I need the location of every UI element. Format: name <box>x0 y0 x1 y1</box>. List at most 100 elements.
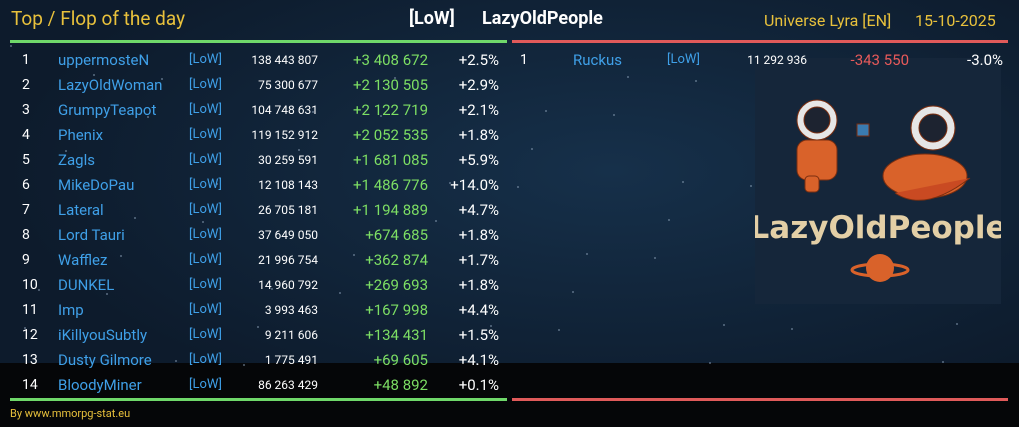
star <box>435 220 437 222</box>
top-change: +269 693 <box>365 276 428 294</box>
star <box>216 183 218 185</box>
star <box>380 115 382 117</box>
star <box>942 361 944 363</box>
top-points: 12 108 143 <box>258 178 318 192</box>
star <box>668 219 670 221</box>
star <box>791 328 793 330</box>
top-percent: +1.8% <box>458 126 499 144</box>
top-rank: 14 <box>22 377 38 393</box>
top-tag: [LoW] <box>189 52 222 67</box>
header-tag: [LoW] <box>409 8 455 29</box>
top-tag: [LoW] <box>189 177 222 192</box>
top-change: +1 194 889 <box>353 201 428 219</box>
top-rank: 4 <box>22 127 30 143</box>
header-alliance: LazyOldPeople <box>482 8 603 29</box>
top-points: 138 443 807 <box>251 53 318 67</box>
astronauts <box>796 99 971 201</box>
top-tag: [LoW] <box>189 152 222 167</box>
top-points: 1 775 491 <box>264 353 318 367</box>
star <box>161 78 163 80</box>
star <box>38 289 40 291</box>
top-points: 37 649 050 <box>258 228 318 242</box>
top-name: uppermosteN <box>58 51 150 69</box>
star <box>106 293 108 295</box>
top-name: MikeDoPau <box>58 176 135 194</box>
top-percent: +0.1% <box>458 376 499 394</box>
top-name: Phenix <box>58 126 104 144</box>
planet <box>866 254 894 282</box>
date: 15-10-2025 <box>915 11 996 30</box>
star <box>750 185 752 187</box>
star <box>93 74 95 76</box>
top-change: +2 130 505 <box>353 76 428 94</box>
top-points: 30 259 591 <box>258 153 318 167</box>
top-tag: [LoW] <box>189 252 222 267</box>
top-rank: 5 <box>22 152 30 168</box>
star <box>79 112 81 114</box>
top-percent: +4.1% <box>458 351 499 369</box>
top-name: Zagls <box>58 151 95 169</box>
top-change: +69 605 <box>373 351 428 369</box>
top-name: GrumpyTeapot <box>58 101 157 119</box>
star <box>353 254 355 256</box>
top-rank: 3 <box>22 102 30 118</box>
star <box>257 326 259 328</box>
top-tag: [LoW] <box>189 302 222 317</box>
top-points: 75 300 677 <box>258 78 318 92</box>
top-name: Wafflez <box>58 251 108 269</box>
top-name: Lateral <box>58 201 104 219</box>
star <box>654 257 656 259</box>
top-percent: +1.8% <box>458 276 499 294</box>
star <box>24 327 26 329</box>
star <box>709 362 711 364</box>
top-rank: 2 <box>22 77 30 93</box>
top-rank: 11 <box>22 302 38 318</box>
top-rank: 1 <box>22 52 30 68</box>
top-tag: [LoW] <box>189 352 222 367</box>
star <box>65 150 67 152</box>
top-percent: +14.0% <box>450 176 499 194</box>
star <box>175 360 177 362</box>
star <box>134 217 136 219</box>
star <box>271 288 273 290</box>
top-tag: [LoW] <box>189 202 222 217</box>
flop-name: Ruckus <box>573 51 622 69</box>
top-rank: 6 <box>22 177 30 193</box>
top-percent: +2.9% <box>458 76 499 94</box>
top-points: 119 152 912 <box>251 128 318 142</box>
star <box>408 359 410 361</box>
star <box>312 111 314 113</box>
top-change: +3 408 672 <box>353 51 428 69</box>
top-percent: +1.5% <box>458 326 499 344</box>
top-percent: +4.7% <box>458 201 499 219</box>
top-percent: +2.5% <box>458 51 499 69</box>
star <box>682 181 684 183</box>
title: Top / Flop of the day <box>11 7 186 30</box>
flop-points: 11 292 936 <box>747 53 807 67</box>
flop-percent: -3.0% <box>967 51 1003 69</box>
top-tag: [LoW] <box>189 277 222 292</box>
top-line-bottom <box>10 398 507 401</box>
top-tag: [LoW] <box>189 77 222 92</box>
star <box>723 324 725 326</box>
footer-band <box>0 363 1019 427</box>
flop-tag: [LoW] <box>667 52 700 67</box>
top-points: 14 960 792 <box>258 278 318 292</box>
star <box>421 258 423 260</box>
top-name: DUNKEL <box>58 276 115 294</box>
top-points: 104 748 631 <box>251 103 318 117</box>
star <box>490 325 492 327</box>
top-name: Imp <box>58 301 84 319</box>
top-percent: +1.8% <box>458 226 499 244</box>
star <box>586 253 588 255</box>
star <box>695 80 697 82</box>
star <box>558 329 560 331</box>
star <box>613 114 615 116</box>
star <box>572 291 574 293</box>
top-change: +134 431 <box>365 326 428 344</box>
top-tag: [LoW] <box>189 227 222 242</box>
top-tag: [LoW] <box>189 327 222 342</box>
top-change: +167 998 <box>365 301 428 319</box>
star <box>120 255 122 257</box>
